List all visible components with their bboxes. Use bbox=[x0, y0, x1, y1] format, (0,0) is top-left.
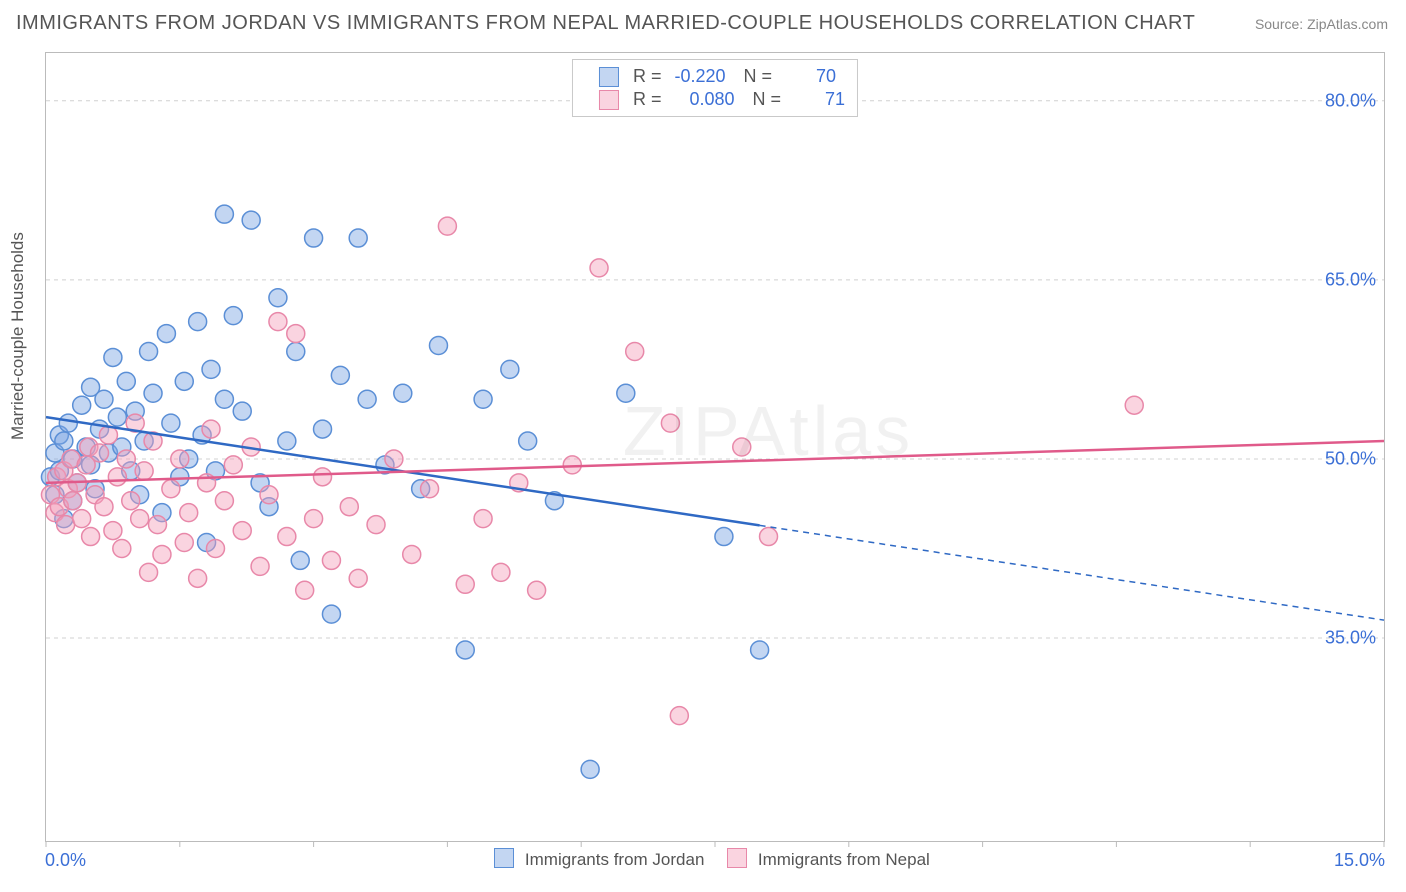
nepal-n-value: 71 bbox=[787, 89, 845, 110]
stats-legend: R = -0.220 N = 70 R = 0.080 N = 71 bbox=[572, 59, 858, 117]
y-tick-label: 50.0% bbox=[1325, 448, 1376, 469]
plot-area: ZIPAtlas R = -0.220 N = 70 R = 0.080 N =… bbox=[45, 52, 1385, 842]
y-axis-label: Married-couple Households bbox=[8, 232, 28, 440]
y-tick-label: 35.0% bbox=[1325, 628, 1376, 649]
jordan-legend-label: Immigrants from Jordan bbox=[525, 850, 705, 869]
nepal-swatch-icon bbox=[599, 90, 619, 110]
jordan-swatch-icon bbox=[599, 67, 619, 87]
nepal-legend-label: Immigrants from Nepal bbox=[758, 850, 930, 869]
jordan-legend-swatch-icon bbox=[494, 848, 514, 868]
chart-container: IMMIGRANTS FROM JORDAN VS IMMIGRANTS FRO… bbox=[0, 0, 1406, 892]
jordan-r-value: -0.220 bbox=[668, 66, 726, 87]
scatter-svg bbox=[46, 53, 1384, 841]
nepal-legend-swatch-icon bbox=[727, 848, 747, 868]
jordan-n-value: 70 bbox=[778, 66, 836, 87]
stats-row-jordan: R = -0.220 N = 70 bbox=[581, 66, 845, 87]
series-legend: Immigrants from Jordan Immigrants from N… bbox=[0, 848, 1406, 870]
stats-row-nepal: R = 0.080 N = 71 bbox=[581, 89, 845, 110]
source-label: Source: ZipAtlas.com bbox=[1255, 16, 1388, 32]
y-tick-label: 65.0% bbox=[1325, 269, 1376, 290]
y-tick-label: 80.0% bbox=[1325, 90, 1376, 111]
chart-title: IMMIGRANTS FROM JORDAN VS IMMIGRANTS FRO… bbox=[16, 12, 1195, 35]
nepal-r-value: 0.080 bbox=[677, 89, 735, 110]
